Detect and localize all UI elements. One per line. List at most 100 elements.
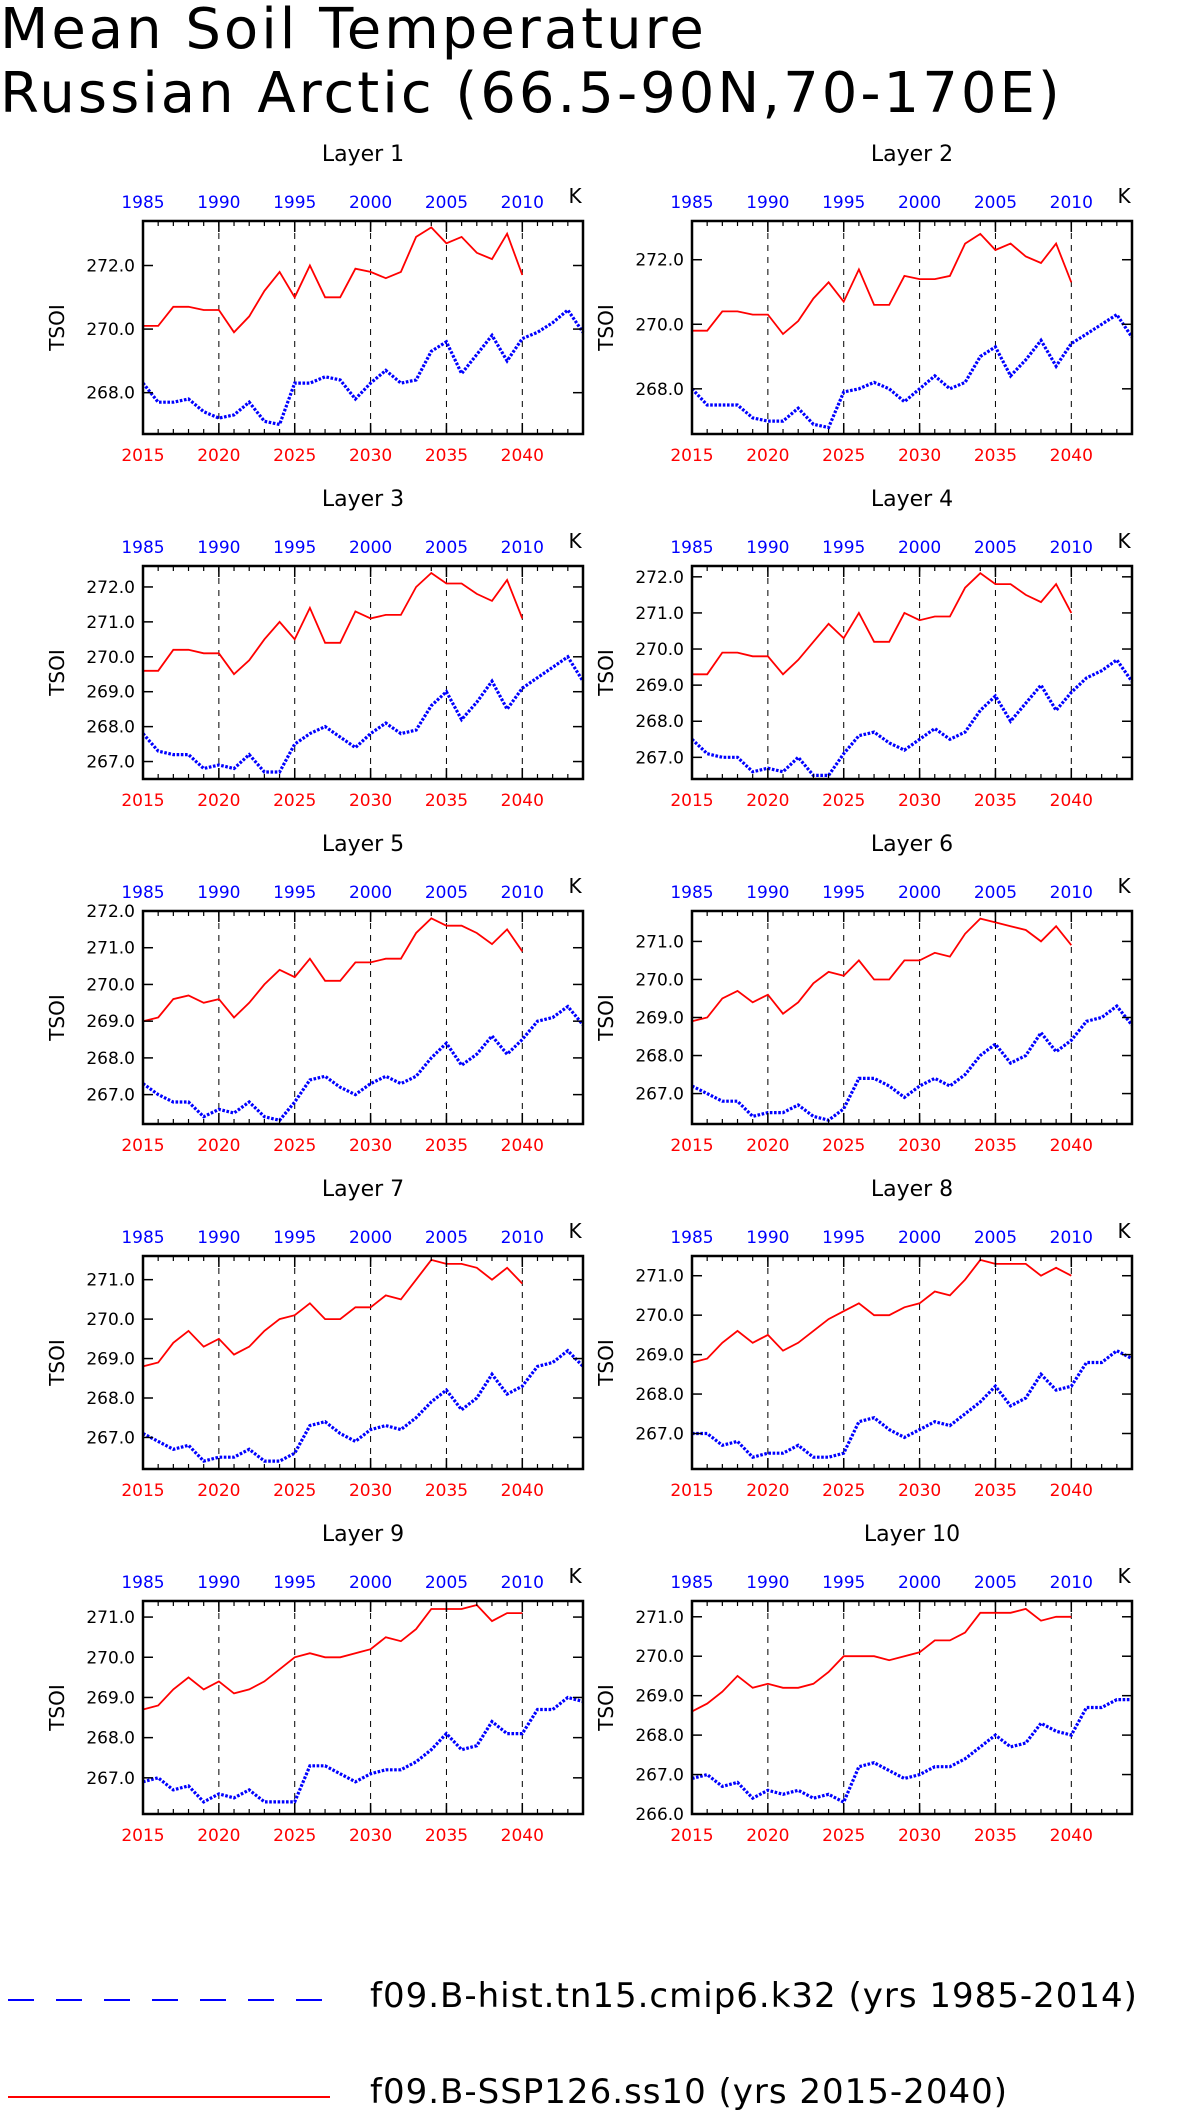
- panel-8-units: K: [1117, 1219, 1131, 1243]
- panel-4-ytick-label: 271.0: [635, 604, 684, 624]
- panel-6-xtick-label-bottom: 2040: [1050, 1136, 1093, 1156]
- panel-2-xtick-label-bottom: 2020: [746, 446, 789, 466]
- panel-1-series-ssp: [143, 226, 524, 334]
- panel-7: Layer 7 K TSOI 2015 2020 2025 2030 2035 2040 1985…: [45, 1177, 585, 1501]
- panel-1-frame: [141, 219, 585, 436]
- panel-2-xtick-label-bottom: 2030: [898, 446, 941, 466]
- panel-2-xtick-label-bottom: 2035: [974, 446, 1017, 466]
- panel-9-units: K: [568, 1564, 582, 1588]
- panel-1-xtick-label-top: 2010: [501, 193, 544, 213]
- panel-2-xtick-label-top: 2010: [1050, 193, 1093, 213]
- panel-3-xtick-label-bottom: 2035: [425, 791, 468, 811]
- panel-5-ytick-label: 270.0: [86, 975, 135, 995]
- panel-10-series-hist: [691, 1697, 1132, 1805]
- panel-4-units: K: [1117, 529, 1131, 553]
- panel-2-series-hist: [690, 312, 1134, 430]
- panel-7-ytick-label: 267.0: [86, 1428, 135, 1448]
- panel-10-xtick-label-top: 1995: [822, 1573, 865, 1593]
- panel-5-xtick-label-bottom: 2025: [273, 1136, 316, 1156]
- panel-1-xtick-label-top: 1985: [121, 193, 164, 213]
- panel-9-xtick-label-bottom: 2035: [425, 1826, 468, 1846]
- panel-3-ylabel: TSOI: [45, 649, 69, 697]
- panel-9-ylabel: TSOI: [45, 1684, 69, 1732]
- panel-5-ytick-label: 267.0: [86, 1086, 135, 1106]
- panel-3-xtick-label-bottom: 2040: [501, 791, 544, 811]
- panel-1-xtick-label-top: 2000: [349, 193, 392, 213]
- panel-1-xtick-label-bottom: 2015: [121, 446, 164, 466]
- panel-5-title: Layer 5: [322, 832, 404, 857]
- panel-5-frame: [141, 909, 585, 1126]
- panel-1-xtick-label-bottom: 2020: [197, 446, 240, 466]
- panel-4-series-hist: [690, 657, 1134, 778]
- panel-2-xtick-label-top: 1995: [822, 193, 865, 213]
- panel-6-xtick-label-bottom: 2025: [822, 1136, 865, 1156]
- panel-7-units: K: [568, 1219, 582, 1243]
- panel-6-series-hist: [691, 1003, 1134, 1122]
- panel-8-xtick-label-bottom: 2015: [670, 1481, 713, 1501]
- panel-6: Layer 6 K TSOI 2015 2020 2025 2030 2035 2040 1985…: [594, 832, 1134, 1156]
- panel-7-xtick-label-bottom: 2020: [197, 1481, 240, 1501]
- panel-9: Layer 9 K TSOI 2015 2020 2025 2030 2035 2040 1985…: [45, 1522, 585, 1846]
- panel-4-xtick-label-bottom: 2015: [670, 791, 713, 811]
- panel-6-xtick-label-top: 2010: [1050, 883, 1093, 903]
- panel-5-ytick-label: 272.0: [86, 902, 135, 922]
- panel-9-xtick-label-top: 2005: [425, 1573, 468, 1593]
- panel-2-xtick-label-top: 1985: [670, 193, 713, 213]
- panel-2-frame: [690, 219, 1134, 436]
- panel-8-xtick-label-bottom: 2035: [974, 1481, 1017, 1501]
- panel-6-ytick-label: 267.0: [635, 1085, 684, 1105]
- panel-9-ytick-label: 267.0: [86, 1769, 135, 1789]
- panel-2-ytick-label: 272.0: [635, 251, 684, 271]
- panel-10-title: Layer 10: [864, 1522, 960, 1547]
- panel-9-title: Layer 9: [322, 1522, 404, 1547]
- panel-4-xtick-label-top: 2010: [1050, 538, 1093, 558]
- panel-10-ytick-label: 270.0: [635, 1647, 684, 1667]
- panel-1-xtick-label-bottom: 2035: [425, 446, 468, 466]
- panel-4-ytick-label: 269.0: [635, 676, 684, 696]
- panel-2-xtick-label-top: 2005: [974, 193, 1017, 213]
- panel-4-xtick-label-bottom: 2040: [1050, 791, 1093, 811]
- panel-9-xtick-label-bottom: 2025: [273, 1826, 316, 1846]
- panel-10-xtick-label-bottom: 2025: [822, 1826, 865, 1846]
- panel-7-frame: [141, 1254, 585, 1471]
- panel-8-xtick-label-top: 1995: [822, 1228, 865, 1248]
- panel-5-xtick-label-bottom: 2030: [349, 1136, 392, 1156]
- panel-7-ytick-label: 270.0: [86, 1310, 135, 1330]
- panel-2-xtick-label-bottom: 2015: [670, 446, 713, 466]
- panel-10-xtick-label-bottom: 2020: [746, 1826, 789, 1846]
- chart-panels: Layer 1 K TSOI 2015 2020 2025 2030 2035 2040 1985…: [45, 142, 1134, 1846]
- panel-8-xtick-label-top: 2005: [974, 1228, 1017, 1248]
- panel-1: Layer 1 K TSOI 2015 2020 2025 2030 2035 2040 1985…: [45, 142, 585, 466]
- panel-9-xtick-label-top: 1995: [273, 1573, 316, 1593]
- panel-5-xtick-label-top: 2005: [425, 883, 468, 903]
- panel-8-xtick-label-bottom: 2020: [746, 1481, 789, 1501]
- panel-7-series-hist: [142, 1348, 585, 1463]
- panel-4-ytick-label: 272.0: [635, 568, 684, 588]
- panel-9-xtick-label-top: 2000: [349, 1573, 392, 1593]
- panel-5-ytick-label: 269.0: [86, 1012, 135, 1032]
- panel-10-units: K: [1117, 1564, 1131, 1588]
- panel-7-xtick-label-top: 1985: [121, 1228, 164, 1248]
- panel-7-xtick-label-bottom: 2025: [273, 1481, 316, 1501]
- panel-4-xtick-label-bottom: 2035: [974, 791, 1017, 811]
- panel-3-xtick-label-top: 1985: [121, 538, 164, 558]
- panel-3-ytick-label: 268.0: [86, 718, 135, 738]
- panel-10-ytick-label: 271.0: [635, 1608, 684, 1628]
- panel-3-ytick-label: 269.0: [86, 683, 135, 703]
- panel-5-xtick-label-bottom: 2020: [197, 1136, 240, 1156]
- panel-4-ytick-label: 268.0: [635, 712, 684, 732]
- chart-title-line-1: Mean Soil Temperature: [0, 0, 707, 62]
- panel-5-xtick-label-bottom: 2035: [425, 1136, 468, 1156]
- panel-6-xtick-label-top: 2005: [974, 883, 1017, 903]
- panel-7-ytick-label: 269.0: [86, 1350, 135, 1370]
- panel-8-xtick-label-top: 2000: [898, 1228, 941, 1248]
- panel-6-ytick-label: 270.0: [635, 970, 684, 990]
- panel-4-xtick-label-bottom: 2020: [746, 791, 789, 811]
- panel-5-series-hist: [142, 1004, 585, 1123]
- panel-8-ylabel: TSOI: [594, 1339, 618, 1387]
- panel-3-xtick-label-top: 2005: [425, 538, 468, 558]
- panel-6-xtick-label-top: 1990: [746, 883, 789, 903]
- legend-label-ssp: f09.B-SSP126.ss10 (yrs 2015-2040): [370, 2072, 1008, 2112]
- panel-4-xtick-label-top: 1990: [746, 538, 789, 558]
- panel-10-xtick-label-bottom: 2040: [1050, 1826, 1093, 1846]
